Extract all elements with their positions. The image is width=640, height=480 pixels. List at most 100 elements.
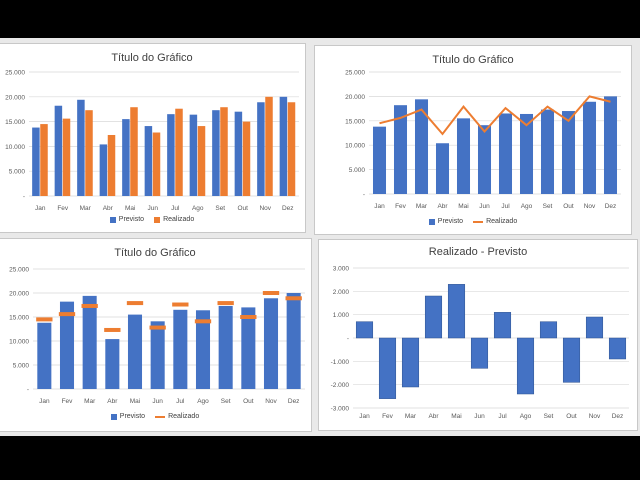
chart-plot: 3.000 2.000 1.000 - -1.000 -2.000 -3.000 Jan Fev… xyxy=(331,266,629,420)
legend-item-previsto: Previsto xyxy=(110,413,145,420)
y-tick-label: - xyxy=(27,387,29,394)
x-tick-label: Set xyxy=(221,398,231,405)
legend-swatch-realizado xyxy=(473,220,484,223)
y-tick-label: 5.000 xyxy=(349,167,366,174)
marker-realizado xyxy=(217,301,234,306)
x-tick-label: Jul xyxy=(501,203,510,210)
bar-previsto xyxy=(286,293,301,389)
legend-swatch-previsto xyxy=(110,413,117,420)
legend-label: Realizado xyxy=(168,413,200,420)
bar-difference xyxy=(401,337,420,388)
bar-difference xyxy=(378,337,397,399)
y-tick-label: 5.000 xyxy=(9,169,26,176)
marker-realizado xyxy=(104,327,121,332)
y-tick-label: 3.000 xyxy=(333,266,350,273)
x-tick-label: Nov xyxy=(265,398,277,405)
legend-label: Previsto xyxy=(437,218,464,225)
legend-label: Realizado xyxy=(163,216,195,223)
x-tick-label: Dez xyxy=(288,398,300,405)
chart-panel-difference[interactable]: Realizado - Previsto 3.000 2.000 1.000 - -1.… xyxy=(318,239,638,431)
marker-realizado xyxy=(240,315,257,319)
x-tick-label: Mar xyxy=(80,205,92,212)
bar-previsto xyxy=(582,101,597,194)
x-tick-label: Nov xyxy=(259,205,271,212)
y-tick-label: 25.000 xyxy=(5,70,25,77)
bar-realizado xyxy=(40,124,48,196)
x-tick-label: Fev xyxy=(62,398,74,405)
legend-swatch-realizado xyxy=(155,415,166,418)
x-tick-label: Out xyxy=(243,398,254,405)
bar-difference xyxy=(355,321,374,339)
bar-previsto xyxy=(393,105,408,194)
bar-previsto xyxy=(189,114,198,196)
x-tick-label: Dez xyxy=(612,413,624,420)
x-tick-label: Fev xyxy=(382,413,394,420)
bar-previsto xyxy=(37,322,52,389)
chart-panel-bar-line[interactable]: Título do Gráfico 25.000 20.000 15.000 10.0… xyxy=(314,45,632,235)
y-tick-label: -2.000 xyxy=(331,382,350,389)
bar-difference xyxy=(516,337,535,395)
y-tick-label: - xyxy=(363,192,365,199)
marker-realizado xyxy=(58,312,76,317)
bar-realizado xyxy=(242,121,251,196)
bar-previsto xyxy=(122,119,130,196)
bar-previsto xyxy=(519,113,534,194)
bar-previsto xyxy=(414,99,429,194)
y-tick-label: 2.000 xyxy=(333,289,350,296)
y-tick-label: 10.000 xyxy=(345,143,365,150)
x-tick-label: Jun xyxy=(474,413,485,420)
y-tick-label: 15.000 xyxy=(9,315,29,322)
chart-legend: Previsto Realizado xyxy=(0,413,311,420)
bar-difference xyxy=(539,321,558,339)
x-tick-label: Jan xyxy=(39,398,50,405)
bar-previsto xyxy=(456,118,471,194)
x-tick-label: Mai xyxy=(458,203,468,210)
x-tick-label: Dez xyxy=(282,205,294,212)
bar-previsto xyxy=(195,310,211,389)
line-realizado xyxy=(379,95,611,136)
bar-previsto xyxy=(477,125,492,194)
x-tick-label: Jun xyxy=(152,398,163,405)
bar-previsto xyxy=(279,96,288,196)
x-tick-label: Fev xyxy=(57,205,69,212)
x-tick-label: Mar xyxy=(405,413,417,420)
y-tick-label: 25.000 xyxy=(9,267,29,274)
marker-realizado xyxy=(194,319,212,324)
marker-realizado xyxy=(36,317,53,322)
x-tick-label: Nov xyxy=(589,413,601,420)
bar-difference xyxy=(585,316,604,339)
bar-previsto xyxy=(234,111,243,196)
y-tick-label: - xyxy=(23,194,25,201)
legend-swatch-realizado xyxy=(154,216,161,223)
bar-difference xyxy=(608,337,627,360)
bar-difference xyxy=(470,337,489,369)
letterbox-bottom xyxy=(0,436,640,480)
chart-panel-bar-marker[interactable]: Título do Gráfico 25.000 20.000 15.000 10.0… xyxy=(0,238,312,432)
bar-previsto xyxy=(540,109,555,194)
x-tick-label: Set xyxy=(215,205,225,212)
chart-panel-clustered[interactable]: Título do Gráfico 25.000 20.000 15.000 10.0… xyxy=(0,43,306,233)
bar-realizado xyxy=(62,118,71,196)
bar-previsto xyxy=(32,127,40,196)
bar-previsto xyxy=(498,113,513,194)
x-tick-label: Nov xyxy=(584,203,596,210)
x-tick-label: Mai xyxy=(130,398,140,405)
bar-previsto xyxy=(603,96,618,194)
bar-previsto xyxy=(212,110,220,196)
legend-label: Previsto xyxy=(118,216,145,223)
chart-title: Título do Gráfico xyxy=(111,52,193,64)
bar-previsto xyxy=(218,305,233,389)
bar-previsto xyxy=(150,321,165,389)
legend-item-realizado: Realizado xyxy=(154,216,194,223)
chart-title: Título do Gráfico xyxy=(114,247,196,259)
bar-realizado xyxy=(265,96,273,196)
y-tick-label: 20.000 xyxy=(9,291,29,298)
legend-item-realizado: Realizado xyxy=(473,218,517,225)
x-tick-label: Mar xyxy=(84,398,96,405)
x-tick-label: Dez xyxy=(605,203,617,210)
bar-realizado xyxy=(152,132,161,196)
bar-previsto xyxy=(99,144,108,196)
bar-previsto xyxy=(263,298,279,389)
x-tick-label: Mar xyxy=(416,203,428,210)
y-tick-label: -1.000 xyxy=(331,359,350,366)
